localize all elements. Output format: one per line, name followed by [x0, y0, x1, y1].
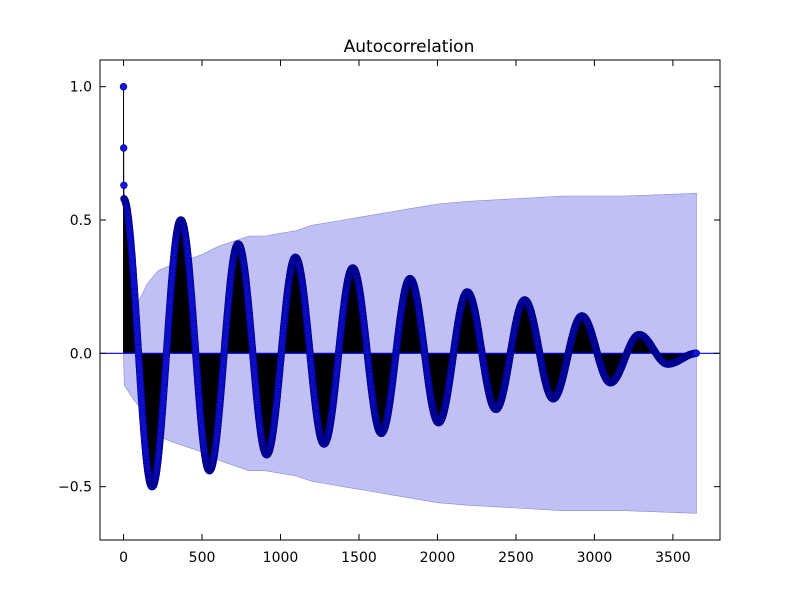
y-tick-label: 0.0 — [70, 346, 92, 362]
x-tick-label: 0 — [119, 550, 128, 566]
y-tick-label: 0.5 — [70, 213, 92, 229]
x-tick-label: 2500 — [498, 550, 534, 566]
acf-point — [692, 349, 700, 357]
x-tick-label: 3000 — [577, 550, 613, 566]
y-tick-label: −0.5 — [58, 480, 92, 496]
x-tick-label: 2000 — [420, 550, 456, 566]
x-tick-label: 1000 — [263, 550, 299, 566]
x-tick-label: 1500 — [341, 550, 377, 566]
y-tick-label: 1.0 — [70, 80, 92, 96]
x-tick-label: 3500 — [655, 550, 691, 566]
x-tick-label: 500 — [189, 550, 216, 566]
acf-point — [119, 82, 128, 91]
chart-title: Autocorrelation — [344, 37, 475, 57]
acf-point — [119, 144, 128, 152]
acf-point — [120, 181, 128, 190]
plot-frame — [99, 59, 721, 541]
